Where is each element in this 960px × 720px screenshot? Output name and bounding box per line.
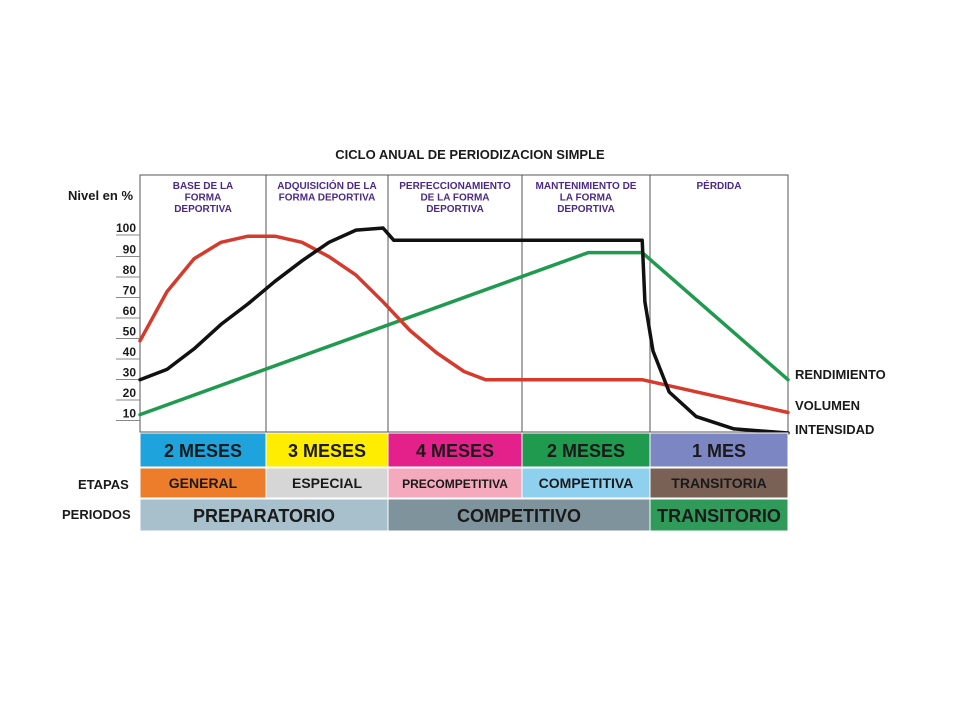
series-label-intensidad: INTENSIDAD <box>795 422 874 437</box>
stage-label: PRECOMPETITIVA <box>402 477 508 491</box>
y-tick-label: 10 <box>123 407 137 421</box>
period-label: COMPETITIVO <box>457 506 581 526</box>
phase-label: MANTENIMIENTO DE LA FORMA DEPORTIVA <box>536 181 637 215</box>
stage-label: COMPETITIVA <box>539 475 634 491</box>
stage-label: TRANSITORIA <box>671 475 766 491</box>
series-label-volumen: VOLUMEN <box>795 398 860 413</box>
chart-title: CICLO ANUAL DE PERIODIZACION SIMPLE <box>335 147 605 162</box>
stage-cell <box>649 467 789 499</box>
stage-label: GENERAL <box>169 475 238 491</box>
series-label-rendimiento: RENDIMIENTO <box>795 367 886 382</box>
series-line-intensidad <box>138 226 790 435</box>
duration-label: 1 MES <box>692 441 746 461</box>
duration-label: 4 MESES <box>416 441 494 461</box>
phase-label: PÉRDIDA <box>696 179 741 192</box>
y-tick-label: 100 <box>116 221 136 235</box>
duration-label: 3 MESES <box>288 441 366 461</box>
y-tick-label: 90 <box>123 243 137 257</box>
y-tick-label: 20 <box>123 386 137 400</box>
duration-cell <box>265 432 389 468</box>
period-label: TRANSITORIO <box>657 506 781 526</box>
stage-label: ESPECIAL <box>292 475 362 491</box>
y-axis-label: Nivel en % <box>68 188 133 203</box>
phase-label: PERFECCIONAMIENTO DE LA FORMA DEPORTIVA <box>399 181 511 215</box>
y-tick-label: 30 <box>123 366 137 380</box>
series-line-volumen <box>138 234 790 415</box>
phase-label: BASE DE LA FORMA DEPORTIVA <box>173 181 234 215</box>
y-tick-label: 70 <box>123 284 137 298</box>
period-cell <box>139 498 389 532</box>
duration-label: 2 MESES <box>547 441 625 461</box>
stage-cell <box>265 467 389 499</box>
stage-cell <box>521 467 651 499</box>
stages-row-label: ETAPAS <box>78 477 129 492</box>
y-tick-label: 50 <box>123 325 137 339</box>
periods-row-label: PERIODOS <box>62 507 131 522</box>
period-cell <box>649 498 789 532</box>
series-line-rendimiento <box>138 250 790 417</box>
period-label: PREPARATORIO <box>193 506 335 526</box>
duration-cell <box>139 432 267 468</box>
phase-label: ADQUISICIÓN DE LA FORMA DEPORTIVA <box>277 179 376 204</box>
duration-label: 2 MESES <box>164 441 242 461</box>
y-tick-label: 60 <box>123 304 137 318</box>
y-tick-label: 80 <box>123 263 137 277</box>
y-tick-label: 40 <box>123 345 137 359</box>
duration-cell <box>649 432 789 468</box>
period-cell <box>387 498 651 532</box>
